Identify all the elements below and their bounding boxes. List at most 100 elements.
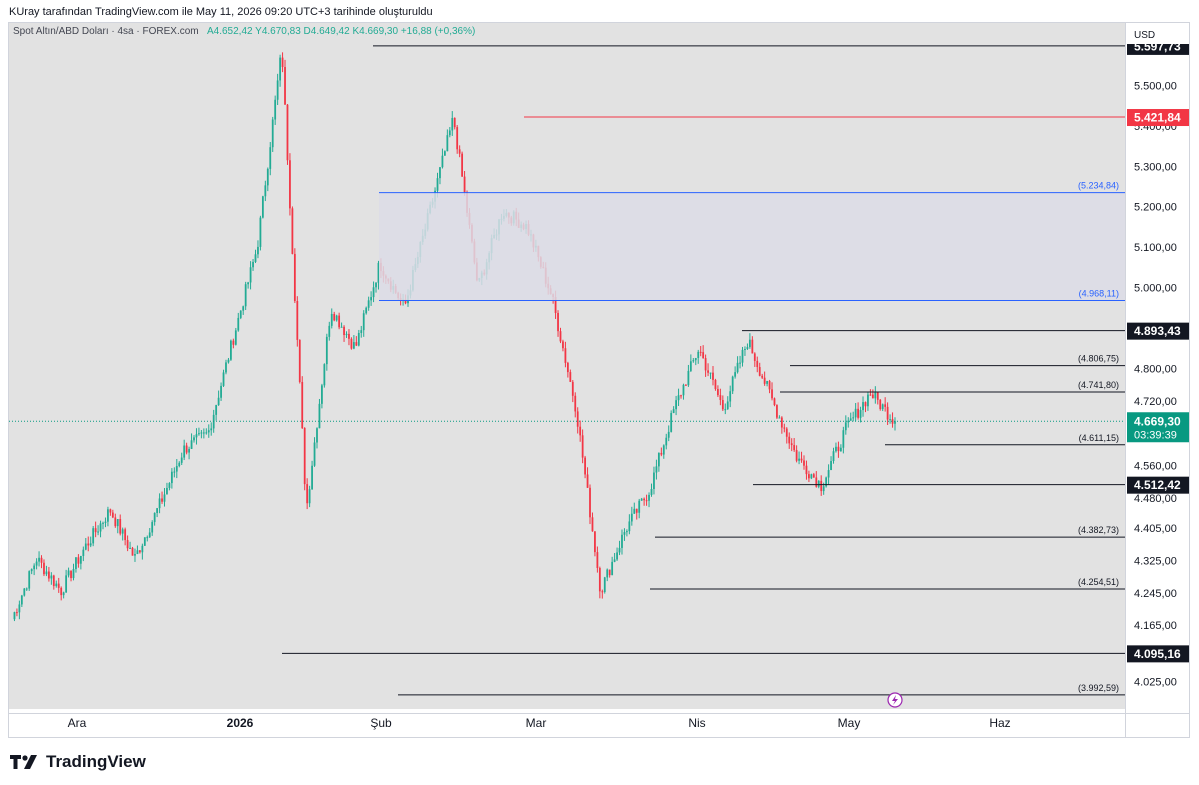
candle-body — [94, 528, 97, 533]
candle-body — [239, 310, 242, 318]
candle-body — [109, 509, 112, 513]
level-label: (4.382,73) — [1078, 525, 1119, 535]
candle-body — [618, 547, 621, 553]
candle-body — [653, 472, 655, 490]
candle-body — [446, 135, 449, 152]
candle-body — [603, 577, 606, 592]
candle-body — [111, 512, 114, 518]
candle-body — [225, 362, 227, 373]
candle-body — [798, 458, 800, 461]
candle-body — [677, 395, 680, 401]
candle-body — [205, 432, 208, 434]
candle-body — [151, 522, 154, 533]
candle-body — [102, 522, 104, 524]
candle-body — [753, 353, 756, 361]
candle-body — [308, 489, 311, 504]
level-price-value: 4.893,43 — [1134, 324, 1181, 338]
x-tick-label: 2026 — [227, 716, 254, 730]
candle-body — [808, 474, 810, 479]
candle-body — [306, 484, 309, 504]
candle-body — [296, 301, 299, 340]
candle-body — [173, 471, 176, 473]
y-tick-label: 4.405,00 — [1134, 523, 1177, 535]
candle-body — [47, 571, 50, 579]
candle-body — [633, 508, 636, 514]
candle-body — [148, 532, 151, 538]
x-tick-label: Ara — [68, 716, 87, 730]
candle-body — [451, 117, 454, 131]
candle-body — [333, 313, 336, 321]
y-tick-label: 4.245,00 — [1134, 588, 1177, 600]
candle-body — [119, 519, 122, 534]
candle-body — [790, 443, 793, 446]
candle-body — [234, 330, 237, 345]
level-label: (4.968,11) — [1079, 288, 1119, 298]
candle-body — [864, 402, 867, 407]
candle-body — [692, 360, 695, 362]
candle-body — [372, 287, 375, 298]
candle-body — [232, 340, 235, 345]
candle-body — [812, 474, 815, 478]
symbol-name[interactable]: Spot Altın/ABD Doları · 4sa · FOREX.com — [13, 26, 199, 37]
candle-body — [822, 486, 825, 492]
candle-body — [75, 557, 77, 570]
candle-body — [301, 381, 304, 429]
candle-body — [621, 534, 623, 548]
candle-body — [793, 445, 796, 451]
x-tick-label: Haz — [989, 716, 1010, 730]
candle-body — [857, 408, 860, 418]
candle-body — [178, 462, 181, 467]
candle-body — [43, 562, 45, 575]
candle-body — [680, 395, 682, 397]
candle-body — [559, 331, 562, 342]
candle-body — [303, 428, 306, 485]
candle-body — [557, 312, 559, 332]
candle-body — [699, 351, 702, 353]
brand-name: TradingView — [46, 752, 146, 771]
x-tick-label: Şub — [370, 716, 392, 730]
candle-body — [586, 474, 589, 488]
candle-body — [724, 409, 727, 411]
symbol-legend: Spot Altın/ABD Doları · 4sa · FOREX.com … — [13, 26, 475, 37]
candle-body — [630, 513, 633, 522]
level-label: (4.611,15) — [1079, 433, 1119, 443]
candle-body — [640, 498, 643, 501]
candle-body — [835, 446, 837, 452]
candle-body — [30, 569, 33, 572]
candle-body — [77, 557, 80, 564]
candle-body — [72, 569, 75, 579]
candle-body — [121, 529, 124, 534]
candle-body — [163, 494, 166, 502]
candle-body — [185, 445, 188, 453]
candle-body — [439, 167, 441, 179]
candle-body — [862, 402, 864, 411]
candle-body — [355, 342, 358, 346]
tradingview-logo-icon — [10, 755, 37, 769]
candle-body — [554, 297, 557, 313]
candle-body — [104, 521, 107, 523]
candle-body — [594, 531, 596, 553]
candle-body — [751, 339, 754, 354]
candle-body — [611, 561, 614, 576]
tradingview-logo[interactable]: TradingView — [10, 752, 146, 772]
candle-body — [65, 575, 68, 593]
candle-body — [311, 465, 313, 490]
candle-body — [662, 445, 665, 455]
candle-body — [33, 565, 36, 570]
candle-body — [25, 588, 28, 590]
candle-body — [210, 428, 213, 431]
candle-body — [141, 545, 144, 553]
level-price-value: 4.095,16 — [1134, 647, 1181, 661]
candle-body — [276, 80, 279, 100]
currency-tag[interactable] — [1127, 24, 1189, 44]
candle-body — [606, 569, 609, 578]
candle-body — [891, 419, 894, 424]
candle-body — [328, 325, 331, 337]
candle-body — [694, 357, 697, 361]
candle-body — [134, 554, 136, 556]
candle-body — [45, 571, 48, 575]
candle-body — [562, 341, 564, 349]
candle-body — [825, 477, 828, 487]
level-label: (5.234,84) — [1078, 181, 1119, 191]
